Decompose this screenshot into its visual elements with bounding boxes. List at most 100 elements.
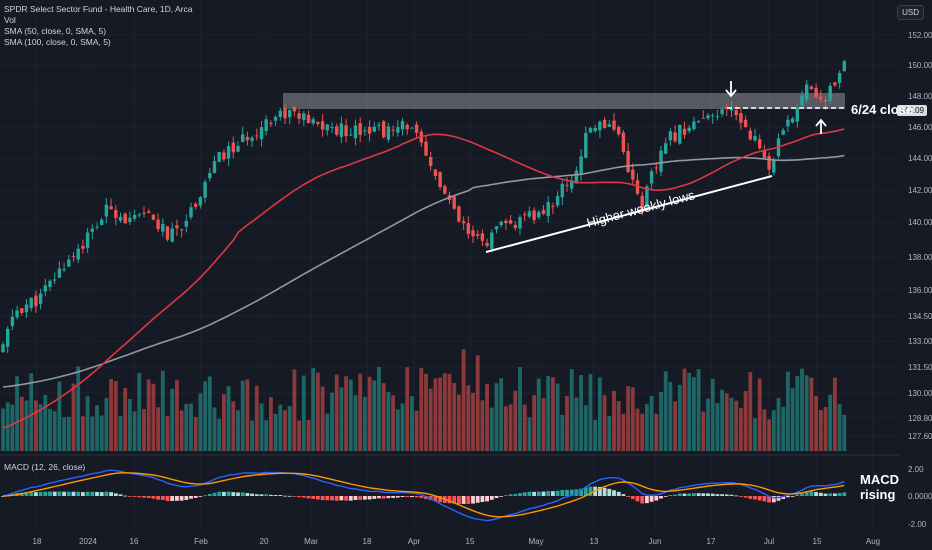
candle-body: [344, 125, 348, 136]
volume-bar: [132, 411, 137, 451]
volume-bar: [184, 404, 189, 451]
candle-body: [377, 124, 381, 126]
macd-hist-bar: [438, 496, 442, 503]
candle-body: [664, 143, 668, 154]
macd-hist-bar: [1, 496, 5, 497]
volume-bar: [250, 420, 254, 451]
candle-body: [715, 116, 720, 118]
macd-hist-bar: [776, 496, 781, 501]
candle-body: [833, 82, 837, 86]
volume-bar: [410, 396, 414, 451]
y-tick-label: 152.00: [908, 31, 932, 40]
volume-bar: [203, 381, 207, 451]
candle-body: [179, 229, 184, 231]
volume-bar: [320, 386, 325, 451]
vol-label: Vol: [4, 15, 16, 25]
volume-bar: [151, 383, 156, 451]
candle-body: [635, 180, 640, 194]
macd-hist-bar: [786, 496, 790, 498]
candle-body: [588, 127, 593, 133]
volume-bar: [419, 368, 424, 451]
candle-body: [43, 285, 47, 292]
candle-body: [189, 207, 193, 218]
candle-body: [414, 124, 419, 133]
volume-bar: [612, 390, 616, 451]
macd-hist-bar: [175, 496, 179, 501]
candle-body: [706, 115, 710, 119]
candle-body: [546, 202, 550, 217]
candle-body: [753, 136, 757, 141]
x-tick-label: Feb: [194, 537, 208, 546]
macd-hist-bar: [203, 495, 207, 497]
macd-hist-bar: [461, 496, 466, 504]
volume-bar: [109, 379, 113, 451]
chart-legend: SPDR Select Sector Fund - Health Care, 1…: [4, 4, 193, 48]
volume-bar: [494, 383, 499, 451]
candle-body: [598, 121, 602, 131]
candle-body: [574, 170, 579, 184]
candle-body: [668, 131, 673, 141]
volume-bar: [649, 396, 654, 451]
candle-body: [696, 121, 701, 123]
macd-hist-bar: [767, 496, 771, 503]
volume-bar: [34, 400, 38, 451]
volume-bar: [170, 388, 175, 451]
candle-body: [837, 72, 842, 83]
volume-bar: [814, 396, 818, 451]
y-tick-label: 130.00: [908, 389, 932, 398]
volume-bar: [602, 395, 607, 451]
macd-hist-bar: [513, 493, 518, 496]
macd-hist-bar: [128, 496, 132, 497]
macd-hist-bar: [583, 487, 588, 496]
macd-hist-bar: [724, 494, 729, 496]
candle-body: [297, 113, 301, 119]
volume-bar: [659, 392, 663, 451]
candle-body: [34, 295, 38, 307]
volume-bar: [771, 410, 776, 451]
macd-hist-bar: [38, 492, 43, 496]
volume-bar: [485, 384, 489, 451]
volume-bar: [330, 392, 334, 451]
volume-bar: [287, 406, 292, 451]
volume-bar: [245, 379, 250, 451]
candle-body: [24, 304, 29, 313]
volume-bar: [804, 375, 809, 451]
candle-body: [358, 123, 362, 135]
volume-bar: [231, 401, 236, 451]
macd-hist-bar: [687, 493, 692, 496]
volume-bar: [762, 409, 767, 451]
macd-hist-bar: [334, 496, 339, 501]
candle-body: [527, 211, 532, 217]
volume-bar: [809, 377, 814, 451]
volume-bar: [800, 368, 804, 451]
candle-body: [809, 86, 814, 90]
macd-hist-bar: [179, 496, 184, 501]
candle-body: [292, 106, 297, 112]
macd-hist-bar: [616, 491, 621, 496]
candle-body: [842, 61, 846, 71]
currency-button[interactable]: USD: [897, 5, 924, 20]
volume-bar: [217, 418, 222, 451]
macd-hist-bar: [132, 496, 137, 497]
x-tick-label: 16: [130, 537, 139, 546]
macd-hist-bar: [833, 493, 837, 496]
macd-hist-bar: [250, 493, 254, 496]
volume-bar: [828, 394, 833, 451]
candle-body: [555, 196, 560, 206]
candle-body: [245, 136, 250, 141]
macd-hist-bar: [386, 496, 391, 499]
volume-bar: [757, 378, 762, 451]
macd-hist-bar: [278, 495, 283, 496]
y-tick-label: 131.50: [908, 363, 932, 372]
sma50-line: [2, 128, 845, 430]
close-annotation: 6/24 close: [851, 102, 914, 117]
volume-bar: [99, 415, 104, 451]
candle-body: [640, 195, 644, 211]
volume-bar: [90, 416, 95, 451]
candle-body: [161, 223, 165, 232]
candle-body: [767, 155, 771, 170]
macd-hist-bar: [560, 489, 565, 496]
volume-bar: [57, 381, 62, 451]
macd-hist-bar: [156, 496, 160, 500]
